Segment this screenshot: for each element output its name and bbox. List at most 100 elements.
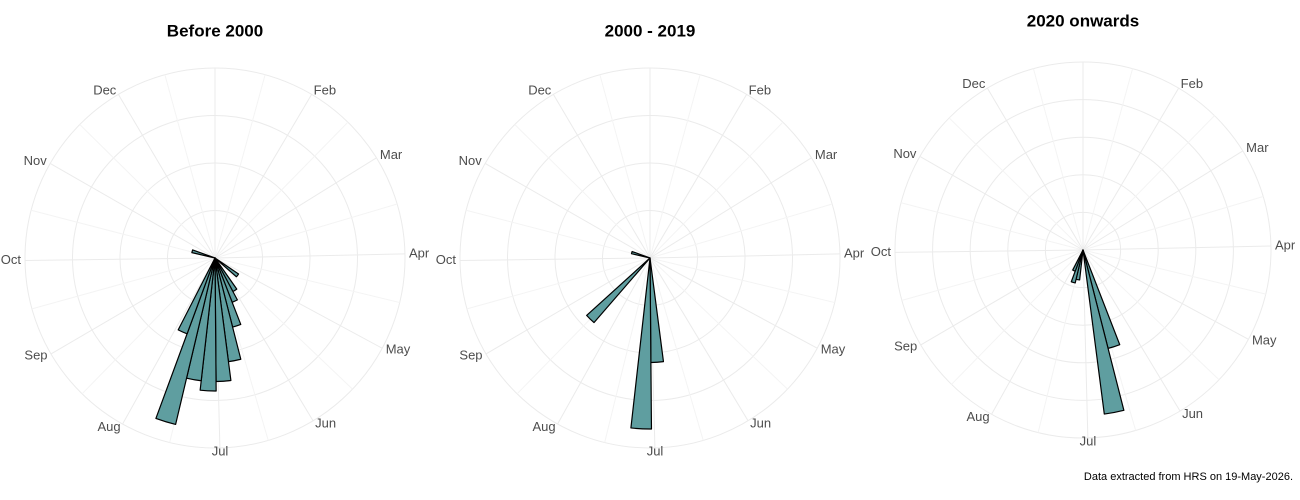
bar	[214, 257, 240, 278]
month-label: Feb	[1181, 76, 1203, 91]
month-label: Jul	[212, 443, 229, 458]
minor-spoke	[1082, 249, 1220, 381]
minor-spoke	[649, 257, 835, 304]
month-label: Mar	[1246, 140, 1269, 155]
bar	[630, 250, 651, 259]
grid-spoke	[214, 253, 405, 259]
panel-title: 2000 - 2019	[605, 21, 696, 40]
minor-spoke	[79, 124, 216, 259]
grid-spoke	[1082, 245, 1271, 251]
month-label: Nov	[459, 153, 483, 168]
minor-spoke	[649, 257, 704, 441]
grid-spoke	[986, 87, 1084, 251]
month-label: Jun	[1182, 406, 1203, 421]
minor-spoke	[214, 74, 266, 259]
caption: Data extracted from HRS on 19-May-2026.	[1084, 471, 1293, 483]
minor-spoke	[901, 249, 1084, 301]
grid-spoke	[1082, 249, 1249, 340]
month-label: May	[821, 342, 846, 357]
month-label: Jul	[647, 443, 664, 458]
month-label: Feb	[749, 82, 771, 97]
minor-spoke	[1082, 196, 1264, 251]
minor-spoke	[31, 257, 216, 310]
month-label: Aug	[966, 409, 989, 424]
panel-title: 2020 onwards	[1027, 11, 1139, 30]
minor-spoke	[214, 121, 349, 259]
month-label: May	[386, 342, 411, 357]
minor-spoke	[604, 257, 651, 443]
minor-spoke	[649, 121, 784, 259]
grid-spoke	[649, 157, 812, 259]
month-label: Jun	[315, 416, 336, 431]
month-label: Sep	[459, 347, 482, 362]
minor-spoke	[465, 209, 651, 259]
panel-title: Before 2000	[167, 21, 263, 40]
grid-spoke	[1082, 249, 1181, 412]
grid-spoke	[25, 257, 216, 261]
month-label: Dec	[93, 82, 117, 97]
bar	[1072, 249, 1084, 272]
minor-spoke	[1082, 68, 1134, 251]
grid-spoke	[49, 163, 216, 259]
grid-spoke	[50, 257, 216, 355]
minor-spoke	[599, 74, 651, 259]
month-label: Aug	[98, 419, 121, 434]
grid-spoke	[122, 257, 216, 425]
minor-spoke	[466, 257, 651, 310]
minor-spoke	[514, 124, 651, 259]
grid-spoke	[485, 257, 651, 355]
month-label: Jun	[750, 416, 771, 431]
month-label: Jul	[1080, 433, 1097, 448]
minor-spoke	[214, 257, 353, 390]
month-label: Nov	[24, 153, 48, 168]
minor-spoke	[214, 203, 398, 259]
grid-spoke	[649, 257, 749, 422]
month-label: Dec	[528, 82, 552, 97]
minor-spoke	[81, 257, 216, 395]
minor-spoke	[649, 74, 701, 259]
month-label: Sep	[24, 347, 47, 362]
month-label: Apr	[1275, 237, 1296, 252]
month-label: Oct	[871, 244, 892, 259]
month-label: May	[1252, 333, 1277, 348]
month-label: Mar	[380, 147, 403, 162]
month-label: Dec	[962, 76, 986, 91]
minor-spoke	[649, 257, 788, 390]
bar	[191, 249, 216, 259]
month-label: Oct	[1, 252, 22, 267]
bar	[586, 257, 651, 324]
minor-spoke	[214, 257, 400, 304]
grid-spoke	[1082, 249, 1089, 438]
grid-spoke	[1082, 150, 1244, 251]
grid-spoke	[557, 257, 651, 425]
grid-spoke	[895, 249, 1084, 253]
grid-spoke	[484, 163, 651, 259]
minor-spoke	[164, 74, 216, 259]
month-label: Oct	[436, 252, 457, 267]
minor-spoke	[1032, 68, 1084, 251]
month-label: Apr	[409, 245, 430, 260]
month-label: Apr	[844, 245, 865, 260]
grid-spoke	[919, 156, 1084, 251]
minor-spoke	[948, 117, 1084, 251]
grid-spoke	[460, 257, 651, 261]
grid-spoke	[649, 253, 840, 259]
grid-spoke	[214, 94, 313, 259]
bar	[630, 257, 653, 430]
bar	[649, 257, 665, 364]
grid-spoke	[214, 257, 383, 349]
grid-spoke	[1082, 87, 1180, 251]
minor-spoke	[649, 203, 833, 259]
minor-spoke	[951, 249, 1084, 385]
grid-spoke	[649, 94, 748, 259]
month-label: Aug	[533, 419, 556, 434]
grid-spoke	[991, 249, 1084, 415]
grid-spoke	[649, 257, 818, 349]
grid-spoke	[214, 157, 377, 259]
grid-spoke	[920, 249, 1084, 346]
minor-spoke	[900, 202, 1084, 251]
month-label: Mar	[815, 147, 838, 162]
month-label: Sep	[894, 338, 917, 353]
minor-spoke	[30, 209, 216, 259]
grid-spoke	[552, 94, 651, 259]
